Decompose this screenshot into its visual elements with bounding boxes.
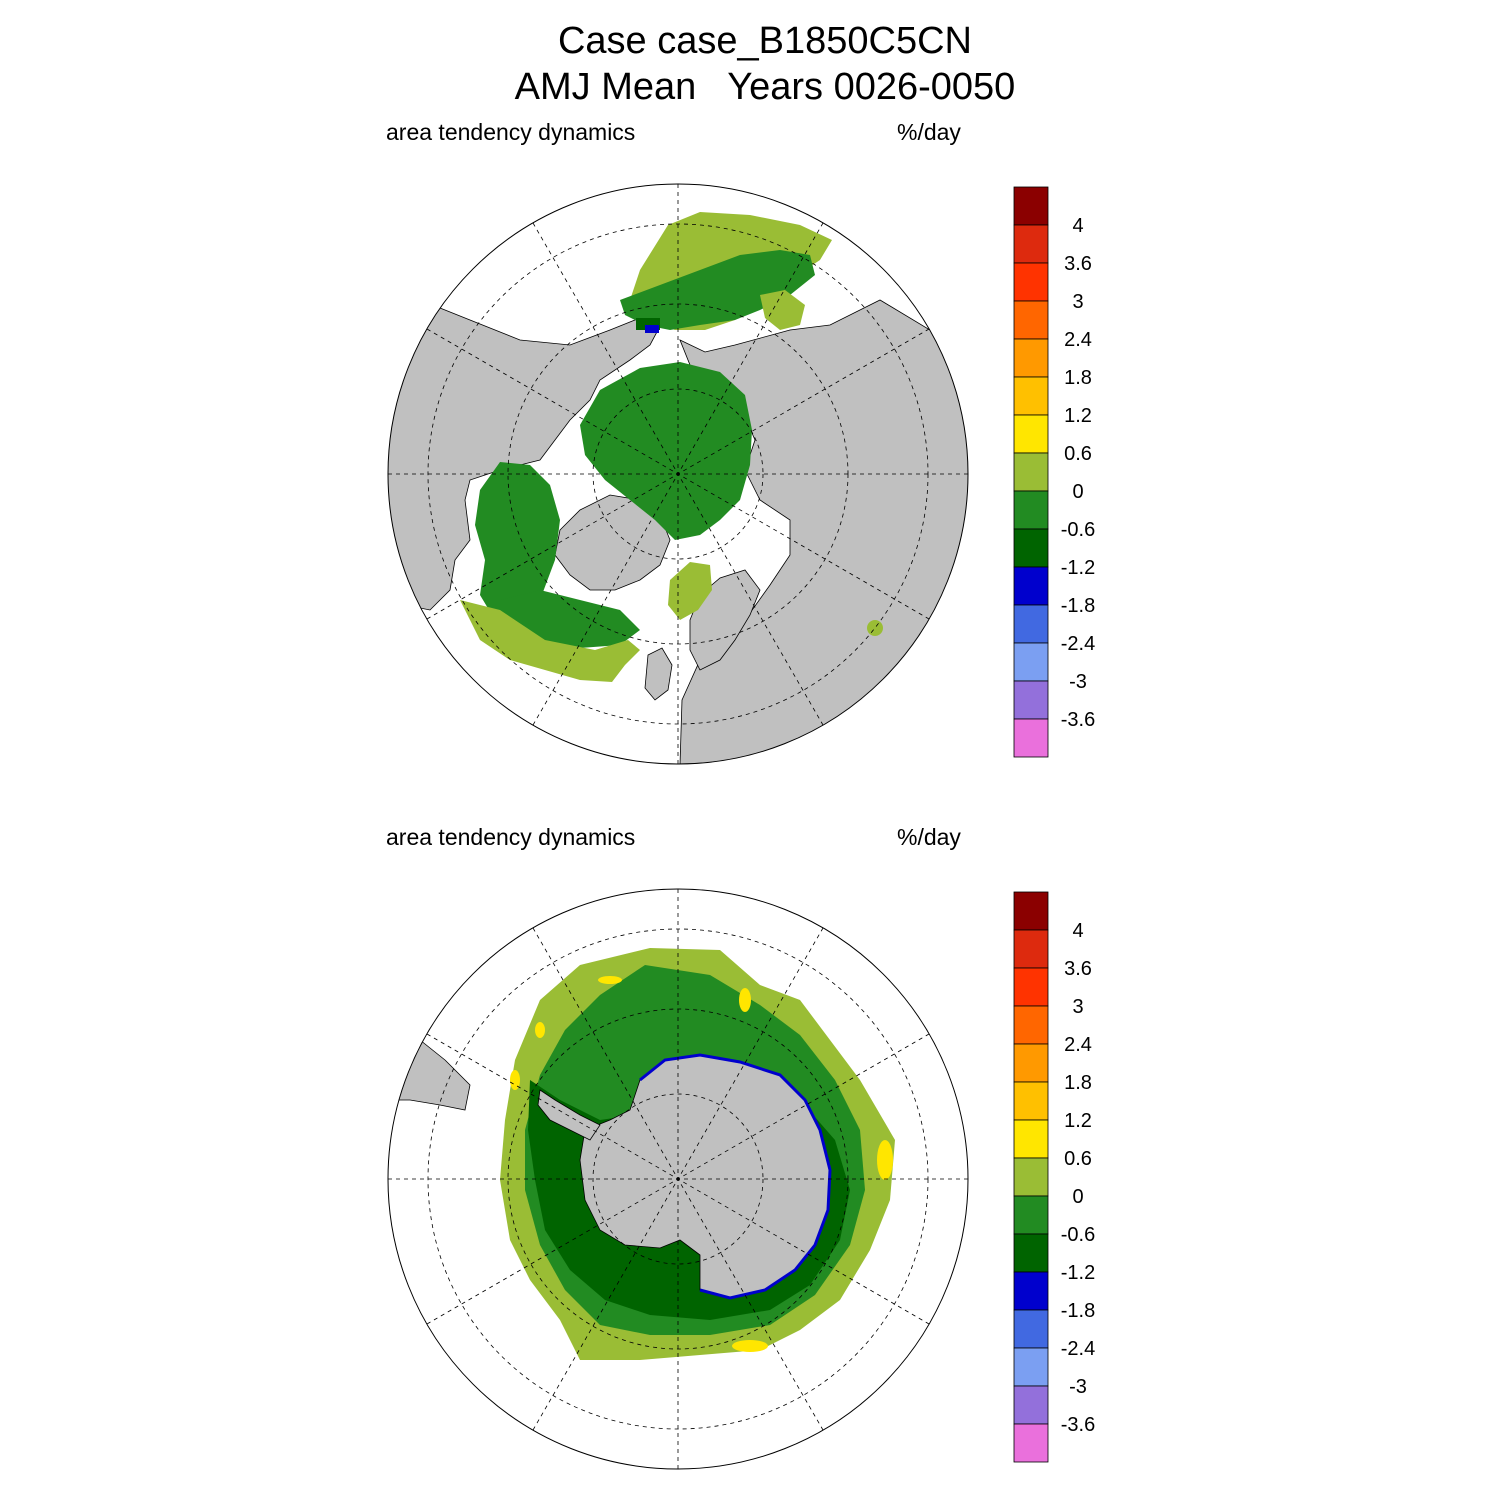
south-land-peninsula <box>537 1089 601 1141</box>
colorbar-bottom-swatch-0 <box>1013 891 1049 931</box>
colorbar-bottom-label-1: 3.6 <box>1064 958 1092 980</box>
colorbar-top-label-4: 1.8 <box>1064 367 1092 389</box>
colorbar-bottom-swatch-10 <box>1013 1271 1049 1311</box>
colorbar-bottom-label-4: 1.8 <box>1064 1072 1092 1094</box>
north-ice-pacific-green <box>620 250 815 330</box>
colorbar-top-swatch-0 <box>1013 186 1049 226</box>
colorbar-top-swatch-13 <box>1013 680 1049 720</box>
colorbar-bottom-swatch-3 <box>1013 1005 1049 1045</box>
south-graticule <box>388 889 968 1469</box>
north-land-america <box>388 299 659 611</box>
colorbar-bottom-label-9: -1.2 <box>1061 1262 1095 1284</box>
figure-title-line1: Case case_B1850C5CN <box>557 20 972 62</box>
colorbar-bottom-label-10: -1.8 <box>1061 1300 1095 1322</box>
colorbar-top-swatch-14 <box>1013 718 1049 758</box>
colorbar-bottom-swatch-8 <box>1013 1195 1049 1235</box>
north-map-border <box>387 183 969 765</box>
south-ice-yellow-patch-5 <box>510 1070 520 1090</box>
colorbar-top-label-11: -2.4 <box>1061 633 1095 655</box>
colorbar-bottom-label-2: 3 <box>1072 996 1083 1018</box>
north-ice-arctic-green <box>580 362 752 540</box>
colorbar-top-swatch-2 <box>1013 262 1049 302</box>
colorbar-top-label-1: 3.6 <box>1064 253 1092 275</box>
colorbar-top-swatch-11 <box>1013 604 1049 644</box>
colorbar-top-swatch-1 <box>1013 224 1049 264</box>
colorbar-bottom-swatch-6 <box>1013 1119 1049 1159</box>
colorbar-bottom-label-11: -2.4 <box>1061 1338 1095 1360</box>
colorbar-top-label-13: -3.6 <box>1061 709 1095 731</box>
panel-top-units-label: %/day <box>897 119 961 145</box>
south-polar-map <box>387 888 969 1470</box>
colorbar-top-swatch-10 <box>1013 566 1049 606</box>
colorbar-top-swatch-8 <box>1013 490 1049 530</box>
colorbar-bottom-swatch-1 <box>1013 929 1049 969</box>
colorbar-top-swatch-3 <box>1013 300 1049 340</box>
north-graticule <box>388 184 968 764</box>
colorbar-top-swatch-5 <box>1013 376 1049 416</box>
colorbar-bottom-label-0: 4 <box>1072 920 1083 942</box>
colorbar-bottom-swatch-13 <box>1013 1385 1049 1425</box>
panel-bottom-units-label: %/day <box>897 824 961 850</box>
colorbar-top-label-5: 1.2 <box>1064 405 1092 427</box>
colorbar-top-swatch-4 <box>1013 338 1049 378</box>
north-land-greenland <box>554 494 671 591</box>
south-ice-yellow-patch-1 <box>739 988 751 1012</box>
colorbar-bottom-label-5: 1.2 <box>1064 1110 1092 1132</box>
colorbar-bottom-swatch-11 <box>1013 1309 1049 1349</box>
north-ice-baffin-green <box>475 462 560 625</box>
colorbar-bottom-swatch-5 <box>1013 1081 1049 1121</box>
colorbar-bottom-label-7: 0 <box>1072 1186 1083 1208</box>
south-ice-yellow-patch-6 <box>598 976 622 984</box>
south-ice-yellow-patch-2 <box>877 1140 893 1180</box>
colorbar-top-swatch-7 <box>1013 452 1049 492</box>
panel-bottom-variable-label: area tendency dynamics <box>386 824 636 850</box>
south-coastal-blue-edge <box>639 1053 832 1300</box>
colorbar-top-swatch-12 <box>1013 642 1049 682</box>
north-ice-japan-sea-patch <box>867 620 883 636</box>
colorbar-bottom-label-8: -0.6 <box>1061 1224 1095 1246</box>
colorbar-top-label-7: 0 <box>1072 481 1083 503</box>
colorbar-top-label-2: 3 <box>1072 291 1083 313</box>
colorbar-top-label-12: -3 <box>1069 671 1087 693</box>
north-ice-blue-patch <box>645 325 659 333</box>
north-land-british-isles <box>644 647 673 701</box>
colorbar-top-label-10: -1.8 <box>1061 595 1095 617</box>
north-polar-map <box>387 183 969 765</box>
colorbar-top-label-3: 2.4 <box>1064 329 1092 351</box>
colorbar-top-label-6: 0.6 <box>1064 443 1092 465</box>
south-ice-yellow-patch-3 <box>732 1340 768 1352</box>
colorbar-bottom-label-6: 0.6 <box>1064 1148 1092 1170</box>
colorbar-top-label-8: -0.6 <box>1061 519 1095 541</box>
colorbar-bottom-label-3: 2.4 <box>1064 1034 1092 1056</box>
panel-top-variable-label: area tendency dynamics <box>386 119 636 145</box>
colorbar-bottom: 4 3.6 3 2.4 1.8 1.2 0.6 0 -0.6 -1.2 -1.8 -2.4 -3 -3.6 <box>1013 891 1095 1463</box>
colorbar-bottom-swatch-7 <box>1013 1157 1049 1197</box>
colorbar-bottom-swatch-12 <box>1013 1347 1049 1387</box>
colorbar-bottom-label-12: -3 <box>1069 1376 1087 1398</box>
colorbar-bottom-swatch-9 <box>1013 1233 1049 1273</box>
colorbar-bottom-label-13: -3.6 <box>1061 1414 1095 1436</box>
south-map-border <box>387 888 969 1470</box>
colorbar-top-swatch-9 <box>1013 528 1049 568</box>
colorbar-top-label-0: 4 <box>1072 215 1083 237</box>
colorbar-bottom-swatch-2 <box>1013 967 1049 1007</box>
colorbar-bottom-swatch-4 <box>1013 1043 1049 1083</box>
north-ice-atlantic-light-green <box>460 600 640 682</box>
colorbar-top-label-9: -1.2 <box>1061 557 1095 579</box>
figure-title-line2: AMJ Mean Years 0026-0050 <box>514 66 1016 108</box>
north-ice-barents-light-green <box>668 562 712 620</box>
colorbar-bottom-swatch-14 <box>1013 1423 1049 1463</box>
colorbar-top: 4 3.6 3 2.4 1.8 1.2 0.6 0 -0.6 -1.2 -1.8 -2.4 -3 -3.6 <box>1013 186 1095 758</box>
south-ice-yellow-patch-4 <box>535 1022 545 1038</box>
north-ice-okhotsk-light-green <box>760 290 805 330</box>
colorbar-top-swatch-6 <box>1013 414 1049 454</box>
